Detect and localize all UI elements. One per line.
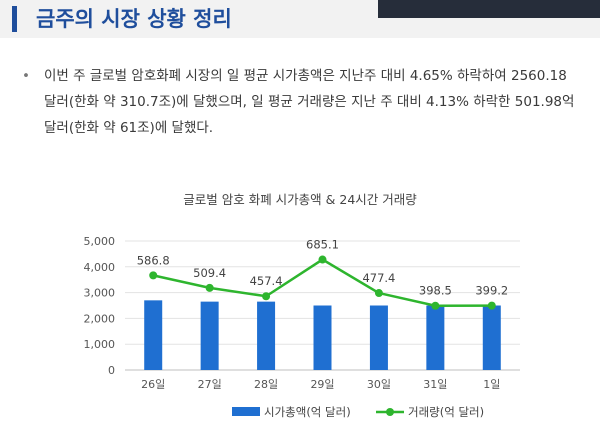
- bullet-icon: •: [22, 68, 30, 84]
- x-axis-ticks: 26일 27일 28일 29일 30일 31일 1일: [141, 377, 500, 391]
- y-tick-label: 2,000: [84, 312, 116, 325]
- bar-series: [144, 300, 501, 370]
- x-tick-label: 31일: [423, 377, 447, 391]
- summary-text: 이번 주 글로벌 암호화폐 시장의 일 평균 시가총액은 지난주 대비 4.65…: [44, 68, 575, 136]
- y-tick-label: 3,000: [84, 287, 116, 300]
- bar: [200, 301, 219, 370]
- x-tick-label: 26일: [141, 377, 165, 391]
- window-edge: [378, 0, 600, 18]
- data-label: 477.4: [362, 271, 395, 285]
- bar: [426, 305, 445, 370]
- line-point: [318, 255, 327, 264]
- y-axis-ticks: 0 1,000 2,000 3,000 4,000 5,000: [84, 235, 116, 377]
- y-tick-label: 1,000: [84, 338, 116, 351]
- y-tick-label: 4,000: [84, 261, 116, 274]
- x-tick-label: 29일: [310, 377, 334, 391]
- chart-title: 글로벌 암호 화폐 시가총액 & 24시간 거래량: [183, 192, 417, 207]
- data-label: 457.4: [250, 274, 283, 288]
- x-tick-label: 1일: [483, 377, 500, 391]
- data-label: 399.2: [475, 284, 508, 298]
- line-point: [205, 283, 214, 292]
- data-label: 398.5: [419, 284, 452, 298]
- data-label: 509.4: [193, 266, 226, 280]
- x-tick-label: 27일: [198, 377, 222, 391]
- line-point: [487, 301, 496, 310]
- summary-paragraph: • 이번 주 글로벌 암호화폐 시장의 일 평균 시가총액은 지난주 대비 4.…: [22, 63, 582, 141]
- line-point: [262, 292, 271, 301]
- bar: [257, 301, 276, 370]
- y-tick-label: 5,000: [84, 235, 116, 248]
- line-series: 586.8 509.4 457.4 685.1 477.4 398.5 399.2: [137, 238, 508, 310]
- legend: 시가총액(억 달러) 거래량(억 달러): [232, 405, 484, 419]
- legend-label: 거래량(억 달러): [408, 405, 484, 419]
- line-point: [431, 301, 440, 310]
- line-point: [149, 271, 158, 280]
- page-title: 금주의 시장 상황 정리: [36, 7, 232, 31]
- bar: [144, 300, 163, 370]
- bar: [482, 305, 501, 370]
- data-label: 685.1: [306, 238, 339, 252]
- line-point: [374, 289, 383, 298]
- legend-label: 시가총액(억 달러): [264, 405, 351, 419]
- bar: [313, 305, 332, 370]
- x-tick-label: 28일: [254, 377, 278, 391]
- x-tick-label: 30일: [367, 377, 391, 391]
- legend-swatch-marker: [386, 408, 394, 416]
- legend-swatch-bar: [232, 407, 260, 416]
- data-label: 586.8: [137, 253, 170, 267]
- bar: [369, 305, 388, 370]
- title-accent: [12, 6, 17, 32]
- y-tick-label: 0: [108, 364, 115, 377]
